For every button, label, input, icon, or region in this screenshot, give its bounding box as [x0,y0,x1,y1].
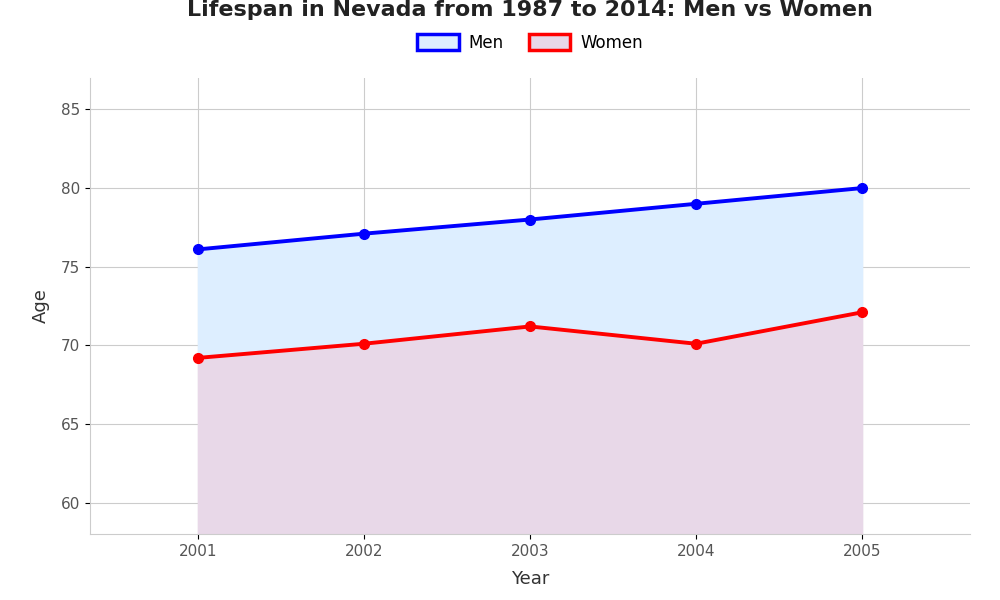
Y-axis label: Age: Age [32,289,50,323]
X-axis label: Year: Year [511,570,549,588]
Title: Lifespan in Nevada from 1987 to 2014: Men vs Women: Lifespan in Nevada from 1987 to 2014: Me… [187,0,873,19]
Legend: Men, Women: Men, Women [410,27,650,58]
